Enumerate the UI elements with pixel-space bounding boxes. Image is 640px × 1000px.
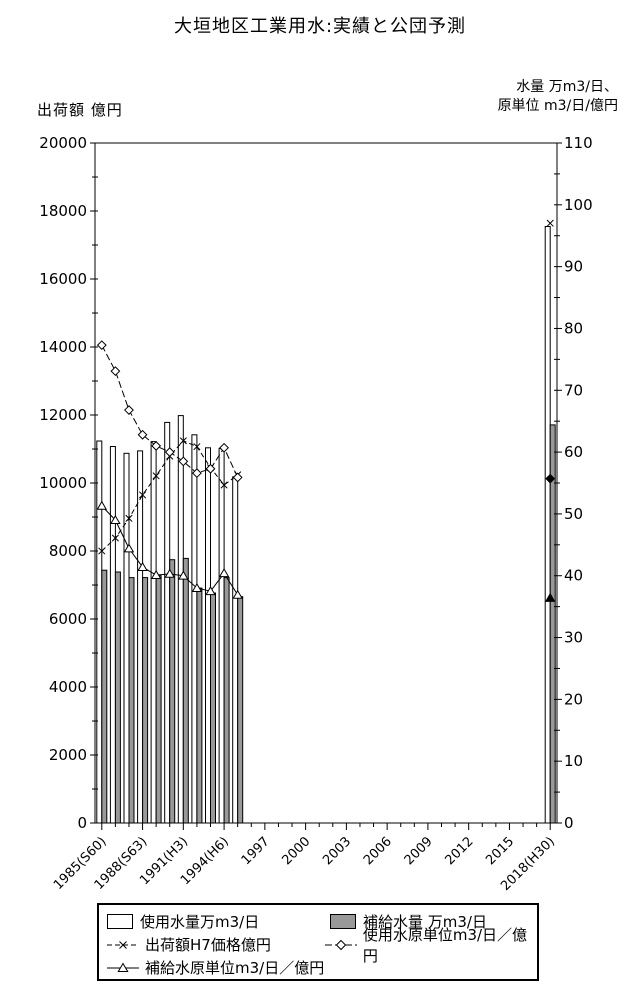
right-axis-tick-label: 0: [564, 814, 574, 832]
legend-label-shipment-line: 出荷額H7価格億円: [145, 936, 271, 954]
supply-bar-1988: [142, 577, 149, 824]
legend-item-shipment-line: 出荷額H7価格億円: [107, 934, 325, 955]
chart-legend: 使用水量万m3/日 補給水量 万m3/日 出荷額H7価格億円 使用水原単位m3/…: [97, 903, 539, 981]
x-axis-tick-label: 2003: [320, 834, 354, 868]
legend-label-supply-bar: 補給水量 万m3/日: [363, 913, 487, 931]
legend-item-supply-bar: 補給水量 万m3/日: [330, 911, 487, 932]
usage-unit-line: [96, 340, 556, 484]
left-axis-tick-label: 4000: [49, 678, 87, 696]
usage-bar-1989: [150, 441, 157, 824]
right-axis-tick-label: 70: [564, 381, 583, 399]
x-axis-tick-label: 2012: [443, 834, 477, 868]
right-axis-tick-label: 50: [564, 505, 583, 523]
usage-bar-1988: [137, 450, 144, 824]
left-axis-tick-label: 8000: [49, 542, 87, 560]
legend-label-usage-unit-line: 使用水原単位m3/日／億円: [362, 925, 528, 965]
supply-bar-1985: [101, 569, 108, 824]
supply-bar-1987: [128, 577, 135, 824]
x-axis: 1985(S60)1988(S63)1991(H3)1994(H6) 1997 20…: [51, 823, 558, 894]
right-axis-tick-label: 100: [564, 196, 593, 214]
supply-unit-line: [96, 500, 556, 602]
right-axis-tick-label: 80: [564, 319, 583, 337]
usage-bar-1994: [218, 447, 225, 824]
left-axis-tick-label: 12000: [39, 406, 87, 424]
left-axis: 0 2000 4000 6000 8000 10000 12000 14000 16000 180…: [39, 134, 98, 832]
legend-item-usage-bar: 使用水量万m3/日: [107, 911, 330, 932]
usage-bar-1993: [205, 447, 211, 824]
supply-bar-2018: [549, 424, 556, 824]
x-axis-tick-label: 2015: [483, 834, 517, 868]
usage-bar-1990: [164, 421, 171, 824]
triangle-marker-line-icon: [107, 962, 139, 972]
legend-label-usage-bar: 使用水量万m3/日: [140, 913, 260, 931]
legend-label-supply-unit-line: 補給水原単位m3/日／億円: [145, 959, 325, 977]
legend-row-3: 補給水原単位m3/日／億円: [107, 956, 537, 979]
x-axis-tick-label: 2009: [402, 834, 436, 868]
right-axis-tick-label: 60: [564, 443, 583, 461]
usage-bar-1986: [109, 446, 116, 824]
right-axis-tick-label: 90: [564, 258, 583, 276]
legend-row-2: 出荷額H7価格億円 使用水原単位m3/日／億円: [107, 926, 537, 965]
left-axis-tick-label: 14000: [39, 338, 87, 356]
legend-item-usage-unit-line: 使用水原単位m3/日／億円: [324, 924, 537, 966]
chart-plot-area: 0 2000 4000 6000 8000 10000 12000 14000 16000 180…: [39, 134, 593, 894]
left-axis-tick-label: 16000: [39, 270, 87, 288]
legend-item-supply-unit-line: 補給水原単位m3/日／億円: [107, 957, 330, 978]
x-axis-tick-label: 1997: [239, 834, 273, 868]
supply-bar-1990: [169, 559, 176, 824]
right-axis-tick-label: 30: [564, 629, 583, 647]
right-axis-tick-label: 110: [564, 134, 593, 152]
usage-bar-1985: [96, 440, 103, 824]
usage-bar-1987: [123, 452, 130, 824]
x-axis-tick-label: 2000: [279, 834, 313, 868]
usage-bar-1995: [232, 476, 239, 824]
supply-bar-1992: [196, 587, 203, 824]
chart-title: 大垣地区工業用水:実績と公団予測: [173, 16, 467, 37]
left-axis-tick-label: 0: [77, 814, 87, 832]
usage-bar-1991: [177, 415, 184, 824]
left-axis-title: 出荷額 億円: [37, 101, 123, 119]
usage-bar-1992: [191, 434, 198, 824]
x-axis-tick-label: 2006: [361, 834, 395, 868]
supply-bar-swatch-icon: [330, 914, 356, 929]
usage-bar-2018: [544, 226, 551, 824]
right-axis-title-line2: 原単位 m3/日/億円: [497, 98, 618, 114]
right-axis-title-line1: 水量 万m3/日、: [516, 79, 618, 95]
left-axis-tick-label: 6000: [49, 610, 87, 628]
right-axis-title: 水量 万m3/日、 原単位 m3/日/億円: [462, 78, 618, 116]
supply-bar-1991: [182, 557, 189, 824]
supply-bar-1986: [114, 571, 121, 824]
usage-bar-swatch-icon: [107, 914, 133, 929]
left-axis-tick-label: 18000: [39, 202, 87, 220]
left-axis-tick-label: 20000: [39, 134, 87, 152]
bars-usage: [96, 226, 551, 824]
supply-bar-1995: [237, 596, 244, 824]
supply-bar-1993: [210, 592, 216, 824]
supply-bar-1994: [223, 577, 230, 824]
legend-row-1: 使用水量万m3/日 補給水量 万m3/日: [107, 910, 537, 933]
diamond-marker-line-icon: [324, 939, 357, 950]
left-axis-tick-label: 2000: [49, 746, 87, 764]
left-axis-tick-label: 10000: [39, 474, 87, 492]
right-axis-tick-label: 20: [564, 690, 583, 708]
right-axis-tick-label: 40: [564, 567, 583, 585]
x-marker-line-icon: [107, 940, 139, 949]
supply-bar-1989: [155, 575, 162, 824]
right-axis: 0 10 20 30 40 50 60 70 80 90 100 110: [554, 134, 593, 832]
right-axis-tick-label: 10: [564, 752, 583, 770]
